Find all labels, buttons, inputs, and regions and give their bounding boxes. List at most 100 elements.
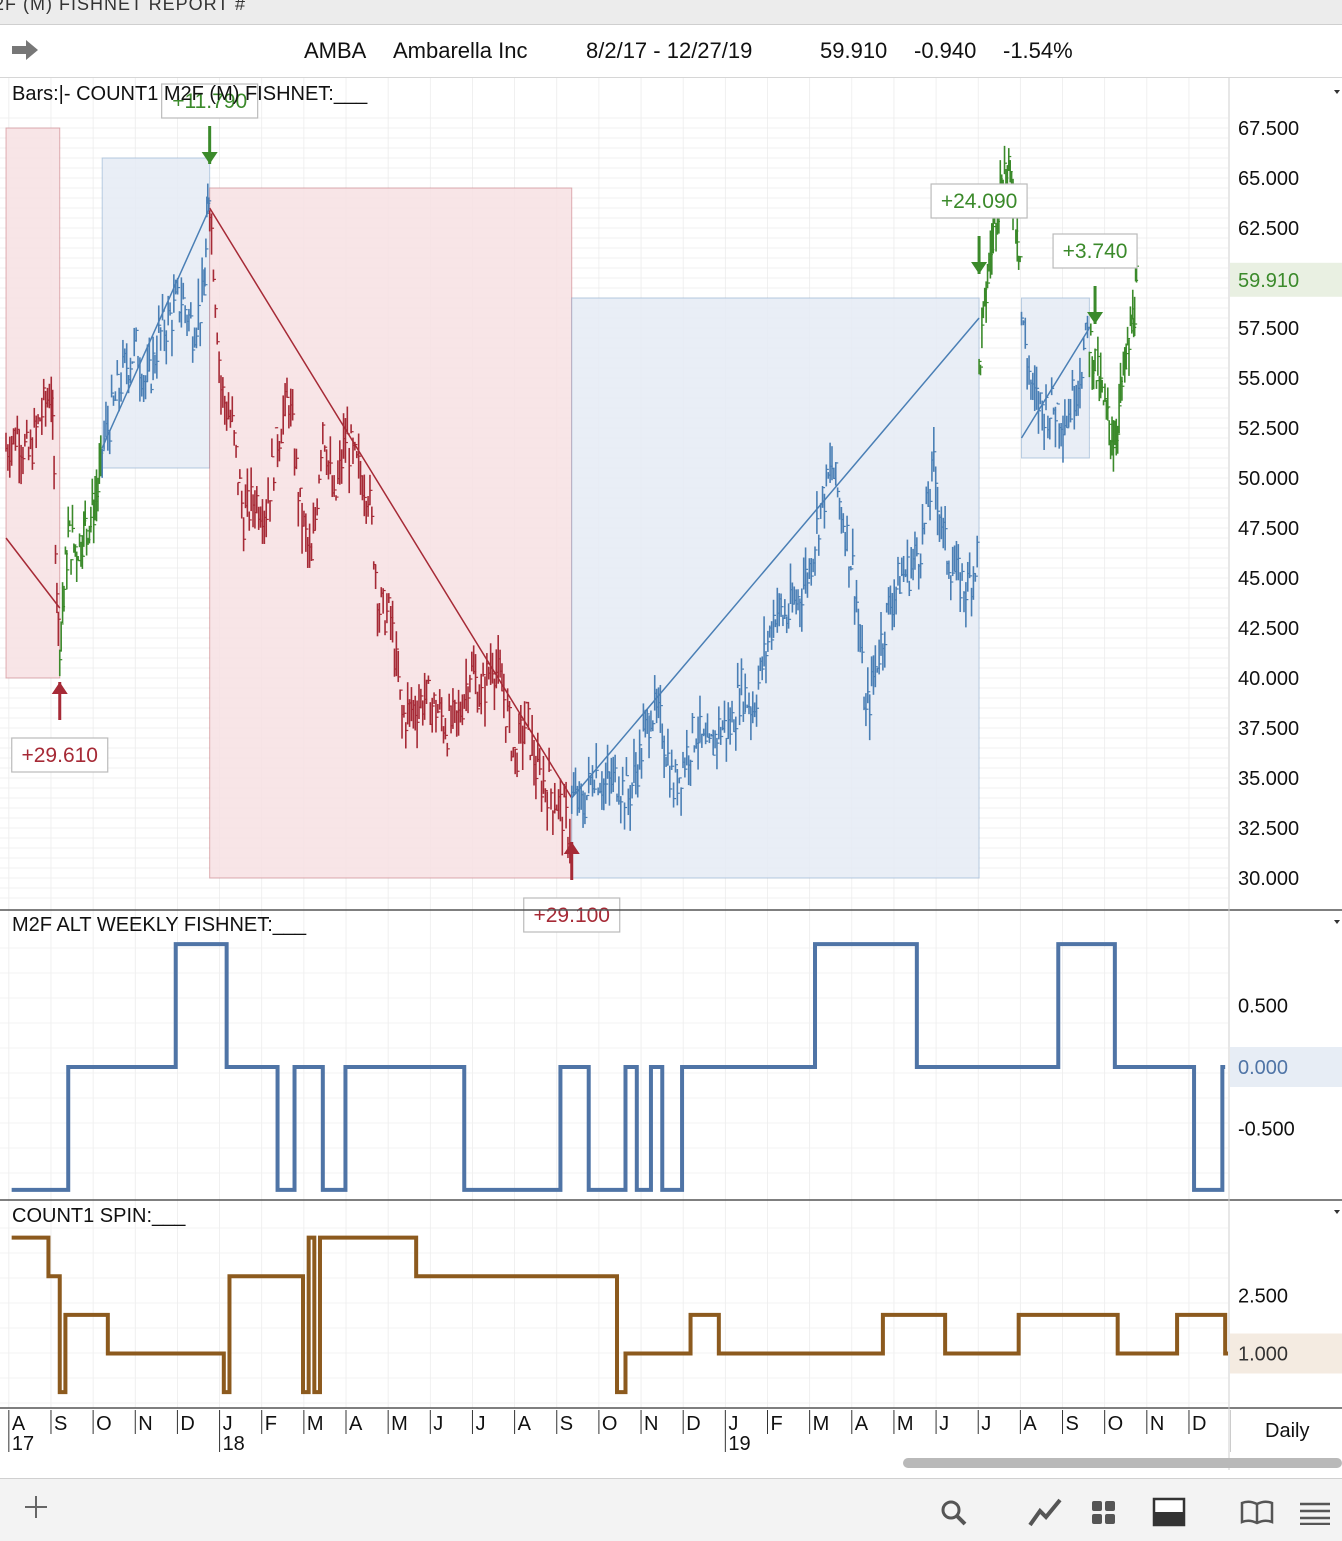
bottom-toolbar [0, 1478, 1342, 1541]
trend-box [101, 157, 211, 469]
y-tick-label: 45.000 [1238, 568, 1299, 590]
x-tick-label: S [560, 1413, 573, 1435]
annotations: +29.610 +11.790 +29.100 +24.090 +3.740 [11, 83, 1138, 933]
x-tick-label: F [770, 1413, 782, 1435]
signal-arrowhead [201, 152, 218, 164]
chevron-down-icon [1334, 1210, 1340, 1214]
panel-labels: Bars:|- COUNT1 M2F (M) FISHNET:___ M2F AL… [12, 83, 1340, 1227]
x-tick-label: N [1150, 1413, 1164, 1435]
trend-line [5, 537, 61, 609]
x-tick-label: J [433, 1413, 443, 1435]
x-tick-label: M [813, 1413, 830, 1435]
x-tick-label: A [855, 1413, 869, 1435]
y-tick-label: 67.500 [1238, 118, 1299, 140]
trend-line [571, 317, 980, 799]
x-tick-label: J [939, 1413, 949, 1435]
y-tick-label: 65.000 [1238, 168, 1299, 190]
x-tick-label: J [223, 1413, 233, 1435]
weekly-fishnet-line [11, 942, 1226, 1192]
y-tick-label: 0.500 [1238, 996, 1288, 1018]
date-range: 8/2/17 - 12/27/19 [586, 38, 753, 63]
annotation-label: +11.790 [172, 90, 247, 113]
annotation-box [930, 183, 1028, 219]
trend-line [209, 207, 573, 799]
symbol: AMBA [304, 38, 367, 63]
y-tick-label: 62.500 [1238, 218, 1299, 240]
panel-layout-icon[interactable] [1152, 1497, 1186, 1527]
chart-area[interactable]: +29.610 +11.790 +29.100 +24.090 +3.740 67.50… [0, 78, 1342, 1470]
y-tick-label: 37.500 [1238, 718, 1299, 740]
quote-header: AMBA Ambarella Inc 8/2/17 - 12/27/19 59.… [0, 25, 1342, 78]
timeframe-selector[interactable]: Daily [1230, 1410, 1342, 1452]
last-value-label: 1.000 [1238, 1344, 1288, 1366]
x-tick-label: A [12, 1413, 26, 1435]
book-icon[interactable] [1240, 1499, 1274, 1525]
magnifier-icon[interactable] [940, 1499, 968, 1527]
x-tick-label: A [1023, 1413, 1037, 1435]
last-price: 59.910 [820, 38, 888, 63]
year-label: 19 [728, 1433, 750, 1455]
chart-svg[interactable]: +29.610 +11.790 +29.100 +24.090 +3.740 67.50… [0, 78, 1342, 1470]
annotation-box [161, 83, 259, 119]
signal-arrowhead [51, 682, 68, 694]
x-tick-label: M [391, 1413, 408, 1435]
last-value-tag [1230, 1333, 1342, 1374]
last-value-tag [1230, 1047, 1342, 1087]
chevron-down-icon [1334, 90, 1340, 94]
signal-arrowhead [1087, 312, 1104, 324]
spin-line [11, 1235, 1228, 1395]
trend-box [571, 297, 980, 879]
y-tick-label: 2.500 [1238, 1286, 1288, 1308]
x-tick-label: D [1192, 1413, 1206, 1435]
x-tick-label: A [349, 1413, 363, 1435]
y-tick-label: 47.500 [1238, 518, 1299, 540]
window-title-bar: 2F (M) FISHNET REPORT # [0, 0, 1342, 25]
x-tick-label: O [96, 1413, 112, 1435]
x-tick-label: A [518, 1413, 532, 1435]
y-tick-label: 42.500 [1238, 618, 1299, 640]
y-tick-label: 40.000 [1238, 668, 1299, 690]
weekly-panel-label: M2F ALT WEEKLY FISHNET:___ [12, 914, 307, 936]
annotation-label: +29.610 [21, 744, 98, 767]
x-tick-label: S [54, 1413, 67, 1435]
plus-icon[interactable] [22, 1493, 50, 1521]
spin-line [11, 1235, 1228, 1395]
y-tick-label: 32.500 [1238, 818, 1299, 840]
annotation-label: +24.090 [941, 190, 1018, 213]
x-tick-label: D [686, 1413, 700, 1435]
x-tick-label: O [1108, 1413, 1124, 1435]
x-tick-label: N [644, 1413, 658, 1435]
right-arrow-icon[interactable] [10, 38, 40, 62]
hamburger-menu-icon[interactable] [1298, 1501, 1332, 1525]
y-tick-label: -0.500 [1238, 1118, 1295, 1140]
y-tick-label: 30.000 [1238, 868, 1299, 890]
x-tick-label: S [1066, 1413, 1079, 1435]
trend-line [1020, 327, 1091, 439]
x-tick-label: O [602, 1413, 618, 1435]
spin-panel-label: COUNT1 SPIN:___ [12, 1205, 186, 1227]
y-tick-label: 55.000 [1238, 368, 1299, 390]
price-change-pct: -1.54% [1003, 38, 1073, 63]
signal-arrowhead [563, 842, 580, 854]
window-title: 2F (M) FISHNET REPORT # [0, 0, 247, 14]
signal-arrowhead [971, 262, 988, 274]
horizontal-scrollbar[interactable] [903, 1458, 1342, 1468]
trendline-icon[interactable] [1028, 1497, 1062, 1527]
annotation-box [11, 737, 109, 773]
annotation-label: +3.740 [1063, 240, 1128, 263]
year-label: 18 [223, 1433, 245, 1455]
last-value-label: 0.000 [1238, 1057, 1288, 1079]
x-tick-label: J [728, 1413, 738, 1435]
x-tick-label: J [475, 1413, 485, 1435]
last-value-tag [1230, 262, 1342, 297]
grid-icon[interactable] [1090, 1499, 1118, 1527]
price-bars [5, 145, 1140, 864]
annotation-box [523, 897, 621, 933]
trend-box [209, 187, 573, 879]
x-tick-label: F [265, 1413, 277, 1435]
year-label: 17 [12, 1433, 34, 1455]
x-tick-label: D [180, 1413, 194, 1435]
trend-lines [5, 207, 1091, 799]
chevron-down-icon [1334, 920, 1340, 924]
last-value-label: 59.910 [1238, 270, 1299, 292]
